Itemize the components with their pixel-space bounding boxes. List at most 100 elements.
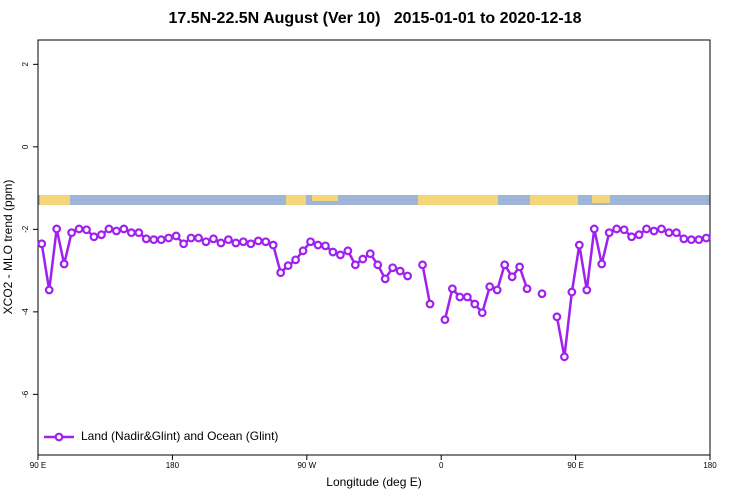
data-point bbox=[321, 241, 330, 251]
data-point bbox=[448, 284, 457, 294]
data-point bbox=[552, 312, 562, 322]
data-point bbox=[507, 272, 517, 282]
data-point bbox=[104, 224, 114, 234]
data-point bbox=[164, 233, 174, 243]
data-point bbox=[223, 235, 233, 245]
data-point bbox=[500, 260, 510, 270]
data-point bbox=[231, 238, 241, 248]
data-point bbox=[440, 315, 450, 325]
data-point bbox=[298, 246, 308, 256]
ocean-strip bbox=[38, 195, 710, 205]
data-point bbox=[59, 259, 69, 269]
data-point bbox=[306, 237, 315, 247]
data-point bbox=[141, 234, 151, 244]
data-point bbox=[664, 228, 674, 238]
data-point bbox=[380, 274, 390, 284]
x-axis-label: Longitude (deg E) bbox=[326, 475, 421, 489]
data-point bbox=[134, 228, 144, 238]
data-point bbox=[657, 224, 666, 234]
data-point bbox=[403, 271, 413, 281]
data-point bbox=[283, 261, 293, 271]
data-point bbox=[567, 287, 577, 297]
data-point bbox=[37, 239, 47, 249]
data-point bbox=[44, 285, 54, 295]
data-point bbox=[261, 237, 271, 247]
data-point bbox=[253, 236, 263, 246]
legend-marker bbox=[54, 432, 64, 442]
data-point bbox=[328, 247, 338, 257]
data-point bbox=[582, 285, 592, 295]
data-point bbox=[276, 268, 286, 278]
x-tick-label: 90 E bbox=[567, 461, 583, 470]
data-point bbox=[149, 235, 159, 245]
data-point bbox=[485, 282, 495, 292]
data-point bbox=[418, 260, 427, 270]
data-point bbox=[268, 240, 278, 250]
data-point bbox=[194, 233, 203, 243]
data-point bbox=[246, 239, 256, 249]
data-point bbox=[97, 230, 106, 240]
data-point bbox=[672, 228, 681, 238]
data-point bbox=[455, 292, 465, 302]
data-point bbox=[350, 260, 360, 270]
x-tick-label: 180 bbox=[703, 461, 717, 470]
data-point bbox=[679, 234, 689, 244]
data-point bbox=[373, 260, 383, 270]
data-point bbox=[291, 255, 301, 265]
land-strip bbox=[418, 195, 498, 205]
data-point bbox=[701, 233, 711, 243]
data-point bbox=[201, 237, 211, 247]
x-tick-label: 180 bbox=[166, 461, 180, 470]
data-point bbox=[634, 230, 644, 240]
y-tick-label: -6 bbox=[21, 390, 30, 398]
data-point bbox=[470, 299, 480, 309]
land-strip bbox=[530, 195, 578, 205]
series-line bbox=[40, 227, 707, 358]
data-point bbox=[358, 254, 368, 264]
data-point bbox=[477, 308, 487, 318]
data-point bbox=[574, 240, 584, 250]
data-point bbox=[425, 299, 435, 309]
data-point bbox=[395, 266, 405, 276]
data-point bbox=[604, 228, 614, 238]
data-point bbox=[627, 232, 636, 242]
plot-frame bbox=[37, 39, 711, 456]
y-axis-label: XCO2 - MLO trend (ppm) bbox=[1, 180, 15, 315]
chart-title: 17.5N-22.5N August (Ver 10) 2015-01-01 t… bbox=[169, 10, 582, 27]
legend-label: Land (Nadir&Glint) and Ocean (Glint) bbox=[81, 429, 278, 443]
data-point bbox=[82, 225, 91, 235]
data-point bbox=[67, 228, 76, 238]
data-point bbox=[642, 224, 651, 234]
map-strip bbox=[38, 195, 710, 205]
land-strip bbox=[592, 195, 610, 203]
x-tick-label: 90 W bbox=[297, 461, 316, 470]
data-point bbox=[388, 263, 398, 273]
data-point bbox=[209, 234, 218, 244]
data-point bbox=[343, 246, 353, 256]
data-point bbox=[156, 235, 166, 245]
data-point bbox=[171, 231, 181, 241]
data-point bbox=[560, 352, 569, 362]
data-point bbox=[186, 233, 196, 243]
data-point bbox=[612, 224, 622, 234]
legend: Land (Nadir&Glint) and Ocean (Glint) bbox=[44, 429, 278, 443]
data-point bbox=[216, 238, 226, 248]
y-tick-label: -4 bbox=[21, 308, 30, 316]
data-point bbox=[119, 224, 129, 234]
data-point bbox=[111, 226, 121, 236]
data-point bbox=[537, 289, 547, 299]
land-strip bbox=[286, 195, 306, 205]
data-point bbox=[365, 249, 375, 259]
y-tick-label: -2 bbox=[21, 225, 30, 233]
data-point bbox=[336, 250, 345, 260]
data-point bbox=[686, 235, 696, 245]
y-tick-label: 2 bbox=[21, 62, 30, 67]
data-point bbox=[89, 232, 99, 242]
land-strip bbox=[312, 195, 338, 201]
land-strip bbox=[40, 195, 70, 205]
data-point bbox=[522, 284, 532, 294]
x-tick-label: 90 E bbox=[30, 461, 46, 470]
y-tick-label: 0 bbox=[21, 144, 30, 149]
